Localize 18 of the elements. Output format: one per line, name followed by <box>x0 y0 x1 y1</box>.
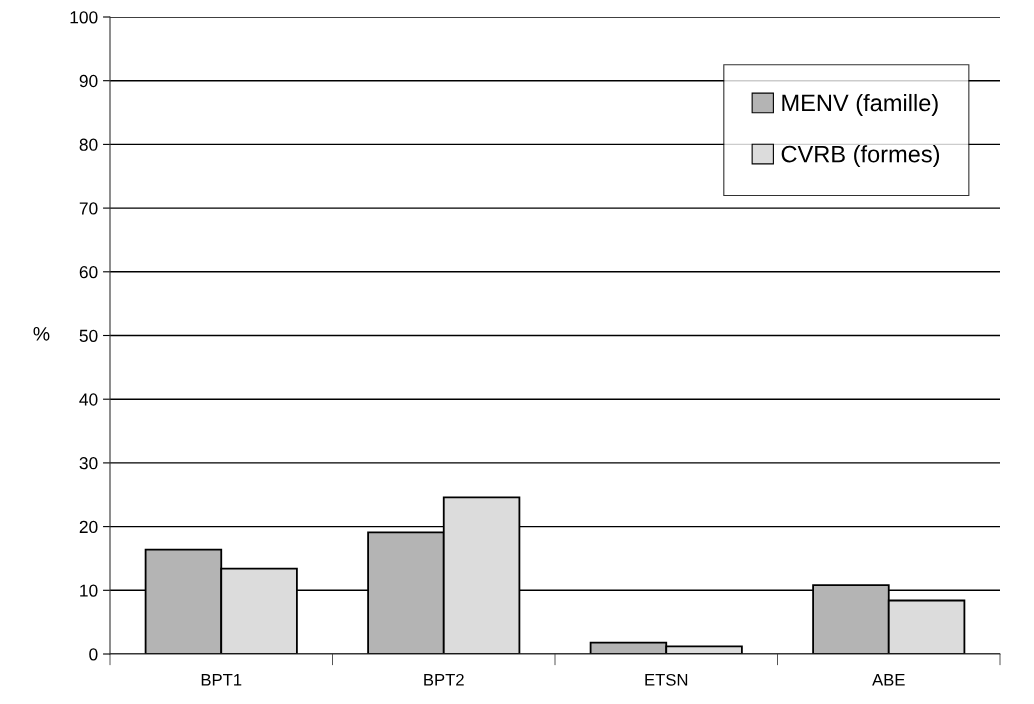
y-axis-title: % <box>33 327 50 341</box>
y-tick-label: 20 <box>79 520 98 534</box>
y-tick-label: 80 <box>79 138 98 151</box>
legend-label: CVRB (formes) <box>781 145 940 168</box>
y-tick-label: 60 <box>79 265 98 279</box>
x-tick-label: BPT2 <box>424 673 464 686</box>
y-tick-label: 10 <box>80 584 98 597</box>
y-tick-label: 30 <box>79 457 98 470</box>
y-tick-label: 0 <box>89 648 98 661</box>
y-tick-label: 40 <box>79 393 98 406</box>
y-tick-label: 100 <box>70 11 98 24</box>
y-tick-label: 50 <box>79 329 98 342</box>
y-tick-label: 70 <box>79 202 98 215</box>
x-tick-label: ABE <box>872 674 905 686</box>
y-tick-label: 90 <box>79 74 98 88</box>
legend-label: MENV (famille) <box>782 93 938 116</box>
x-tick-label: BPT1 <box>201 674 242 686</box>
x-tick-label: ETSN <box>645 673 688 686</box>
